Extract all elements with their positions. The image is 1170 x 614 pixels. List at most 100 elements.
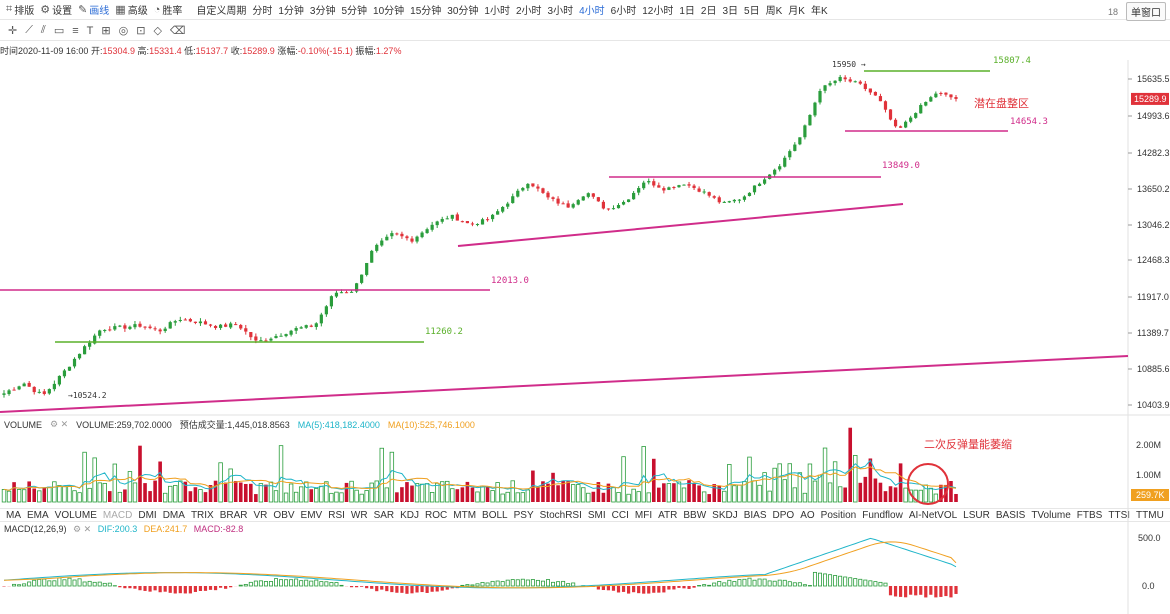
timeframe-16[interactable]: 5日 [744,6,760,17]
volume-settings-icon[interactable]: ⚙ ✕ [50,419,69,429]
candle-body [616,205,621,209]
volume-bar [591,491,596,502]
toolbar-item-1[interactable]: ⚙ 设置 [40,2,72,17]
indicator-tab-fundflow[interactable]: Fundflow [862,509,903,521]
indicator-tab-ttmu[interactable]: TTMU [1136,509,1164,521]
candle-body [939,93,943,95]
volume-bar [183,481,188,502]
macd-bar [324,581,329,587]
indicator-tab-lsur[interactable]: LSUR [963,509,990,521]
indicator-tab-tvolume[interactable]: TVolume [1031,509,1071,521]
indicator-tab-dmi[interactable]: DMI [138,509,157,521]
candle-body [22,383,26,387]
candle-body [475,224,480,226]
custom-period-button[interactable]: 自定义周期 [196,6,247,17]
timeframe-14[interactable]: 2日 [700,6,717,17]
indicator-tab-mtm[interactable]: MTM [453,509,477,521]
parallel-line-icon[interactable]: ⫽ [40,24,46,36]
crosshair-icon[interactable]: ✛ [8,25,18,37]
candle-body [949,94,953,98]
indicator-tab-bbw[interactable]: BBW [683,509,707,521]
volume-bar [752,480,757,503]
ruler-tool-icon[interactable]: ⊞ [101,25,111,37]
indicator-tab-rsi[interactable]: RSI [328,509,345,521]
timeframe-4[interactable]: 10分钟 [373,6,405,17]
window-mode-button[interactable]: 单窗口 [1126,2,1166,21]
macd-bar [848,577,853,587]
candle-body [828,83,832,86]
indicator-tab-position[interactable]: Position [820,509,857,521]
indicator-tab-ai-netvol[interactable]: AI-NetVOL [908,509,958,521]
timeframe-13[interactable]: 1日 [679,6,695,17]
volume-bar [843,487,847,502]
candle-body [425,229,429,234]
timeframe-12[interactable]: 12小时 [642,6,674,17]
rectangle-icon[interactable]: ▭ [53,25,65,37]
toolbar-item-0[interactable]: ⌗ 排版 [6,2,34,17]
candle-body [672,186,676,188]
indicator-tab-ao[interactable]: AO [800,509,815,521]
indicator-tab-kdj[interactable]: KDJ [400,509,420,521]
indicator-tab-trix[interactable]: TRIX [190,509,214,521]
volume-bar [681,487,687,503]
toolbar-item-3[interactable]: ▦ 高级 [115,2,147,17]
timeframe-5[interactable]: 15分钟 [410,6,442,17]
indicator-tab-ma[interactable]: MA [6,509,21,521]
timeframe-15[interactable]: 3日 [722,6,739,17]
volume-bar [697,485,701,502]
macd-bar [893,586,898,597]
timeframe-6[interactable]: 30分钟 [447,6,479,17]
text-icon[interactable]: T [86,24,94,37]
volume-bar [606,483,611,502]
indicator-tab-wr[interactable]: WR [350,509,368,521]
toolbar-item-2[interactable]: ✎ 画线 [78,2,109,17]
timeframe-9[interactable]: 3小时 [547,6,574,17]
lock-icon[interactable]: ⊡ [136,25,146,37]
indicator-tab-stochrsi[interactable]: StochRSI [539,509,582,521]
fib-icon[interactable]: ≡ [72,24,79,37]
trendline-icon[interactable]: ⟋ [25,24,33,36]
indicator-tab-mfi[interactable]: MFI [634,509,653,521]
indicator-tab-dpo[interactable]: DPO [772,509,795,521]
indicator-tab-volume[interactable]: VOLUME [54,509,97,521]
timeframe-10[interactable]: 4小时 [579,6,605,17]
timeframe-2[interactable]: 3分钟 [309,6,336,17]
timeframe-3[interactable]: 5分钟 [341,6,368,17]
macd-bar [752,579,757,587]
volume-title: VOLUME [4,419,43,430]
macd-settings-icon[interactable]: ⚙ ✕ [73,524,92,534]
indicator-tab-boll[interactable]: BOLL [482,509,508,521]
indicator-tab-ema[interactable]: EMA [27,509,49,521]
indicator-tab-ftbs[interactable]: FTBS [1076,509,1103,521]
indicator-tab-atr[interactable]: ATR [658,509,678,521]
timeframe-19[interactable]: 年K [810,6,828,17]
toolbar-item-4[interactable]: ◔ 胜率 [154,2,183,18]
indicator-tab-sar[interactable]: SAR [373,509,395,521]
timeframe-0[interactable]: 分时 [252,6,273,17]
timeframe-17[interactable]: 周K [765,6,783,17]
indicator-tab-cci[interactable]: CCI [611,509,629,521]
indicator-tab-smi[interactable]: SMI [587,509,606,521]
trash-icon[interactable]: ⌫ [169,25,186,37]
indicator-tab-vr[interactable]: VR [253,509,268,521]
indicator-tab-ttsi[interactable]: TTSI [1108,509,1131,521]
indicator-tab-psy[interactable]: PSY [513,509,534,521]
indicator-tab-dma[interactable]: DMA [162,509,185,521]
indicator-tab-obv[interactable]: OBV [273,509,295,521]
timeframe-8[interactable]: 2小时 [515,6,542,17]
magnet-icon[interactable]: ◎ [118,25,129,37]
indicator-tab-macd[interactable]: MACD [102,509,133,521]
indicator-tab-brar[interactable]: BRAR [219,509,248,521]
timeframe-1[interactable]: 1分钟 [278,6,304,17]
candle-body [823,85,827,91]
indicator-tab-bias[interactable]: BIAS [743,509,767,521]
timeframe-11[interactable]: 6小时 [610,6,637,17]
indicator-tab-emv[interactable]: EMV [300,509,323,521]
timeframe-18[interactable]: 月K [788,6,805,17]
indicator-tab-basis[interactable]: BASIS [995,509,1026,521]
hide-icon[interactable]: ◇ [153,25,162,37]
indicator-tab-skdj[interactable]: SKDJ [712,509,738,521]
timeframe-7[interactable]: 1小时 [484,6,510,17]
indicator-tab-roc[interactable]: ROC [425,509,448,521]
